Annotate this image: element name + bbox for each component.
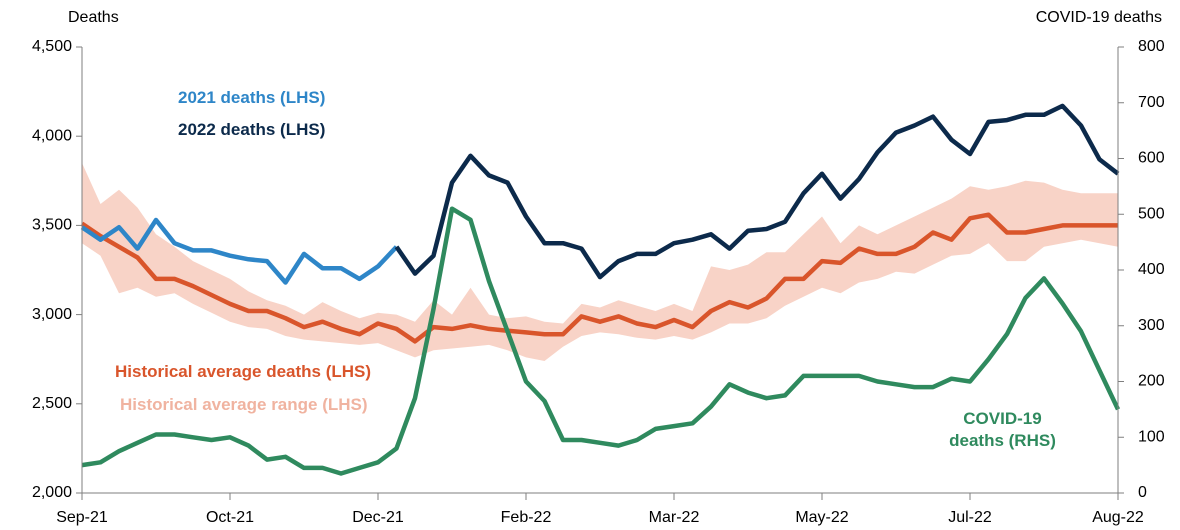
- series-line: [81, 206, 1121, 476]
- series-label: Historical average range (LHS): [120, 395, 368, 414]
- series-label: 2022 deaths (LHS): [178, 120, 326, 139]
- y2-tick-label: 0: [1138, 484, 1147, 501]
- series-line: [80, 212, 1118, 344]
- y2-tick-label: 500: [1138, 205, 1165, 222]
- y2-tick-label: 700: [1138, 94, 1165, 111]
- y2-tick-label: 400: [1138, 261, 1165, 278]
- x-tick-label: Feb-22: [501, 509, 552, 526]
- y2-tick-label: 600: [1138, 150, 1165, 167]
- y2-tick-label: 200: [1138, 373, 1165, 390]
- x-tick-label: May-22: [795, 509, 848, 526]
- y2-tick-label: 300: [1138, 317, 1165, 334]
- series-line: [80, 217, 399, 285]
- range-band: [82, 163, 1118, 361]
- y-tick-label: 2,000: [32, 484, 72, 501]
- y-tick-label: 4,500: [32, 38, 72, 55]
- y2-tick-label: 100: [1138, 428, 1165, 445]
- series-label: COVID-19 deaths (RHS): [949, 409, 1056, 450]
- y2-axis-label: COVID-19 deaths: [1036, 9, 1162, 26]
- y-tick-label: 3,000: [32, 306, 72, 323]
- x-tick-label: Mar-22: [649, 509, 700, 526]
- series-label: Historical average deaths (LHS): [115, 362, 372, 381]
- y-tick-label: 2,500: [32, 395, 72, 412]
- y-tick-label: 4,000: [32, 127, 72, 144]
- x-tick-label: Oct-21: [206, 509, 254, 526]
- y2-tick-label: 800: [1138, 38, 1165, 55]
- y-axis-label: Deaths: [68, 9, 119, 26]
- x-tick-label: Aug-22: [1092, 509, 1144, 526]
- series-line: [394, 103, 1120, 280]
- series-label: 2021 deaths (LHS): [178, 88, 326, 107]
- y-tick-label: 3,500: [32, 217, 72, 234]
- x-tick-label: Sep-21: [56, 509, 108, 526]
- x-tick-label: Jul-22: [948, 509, 992, 526]
- x-tick-label: Dec-21: [352, 509, 404, 526]
